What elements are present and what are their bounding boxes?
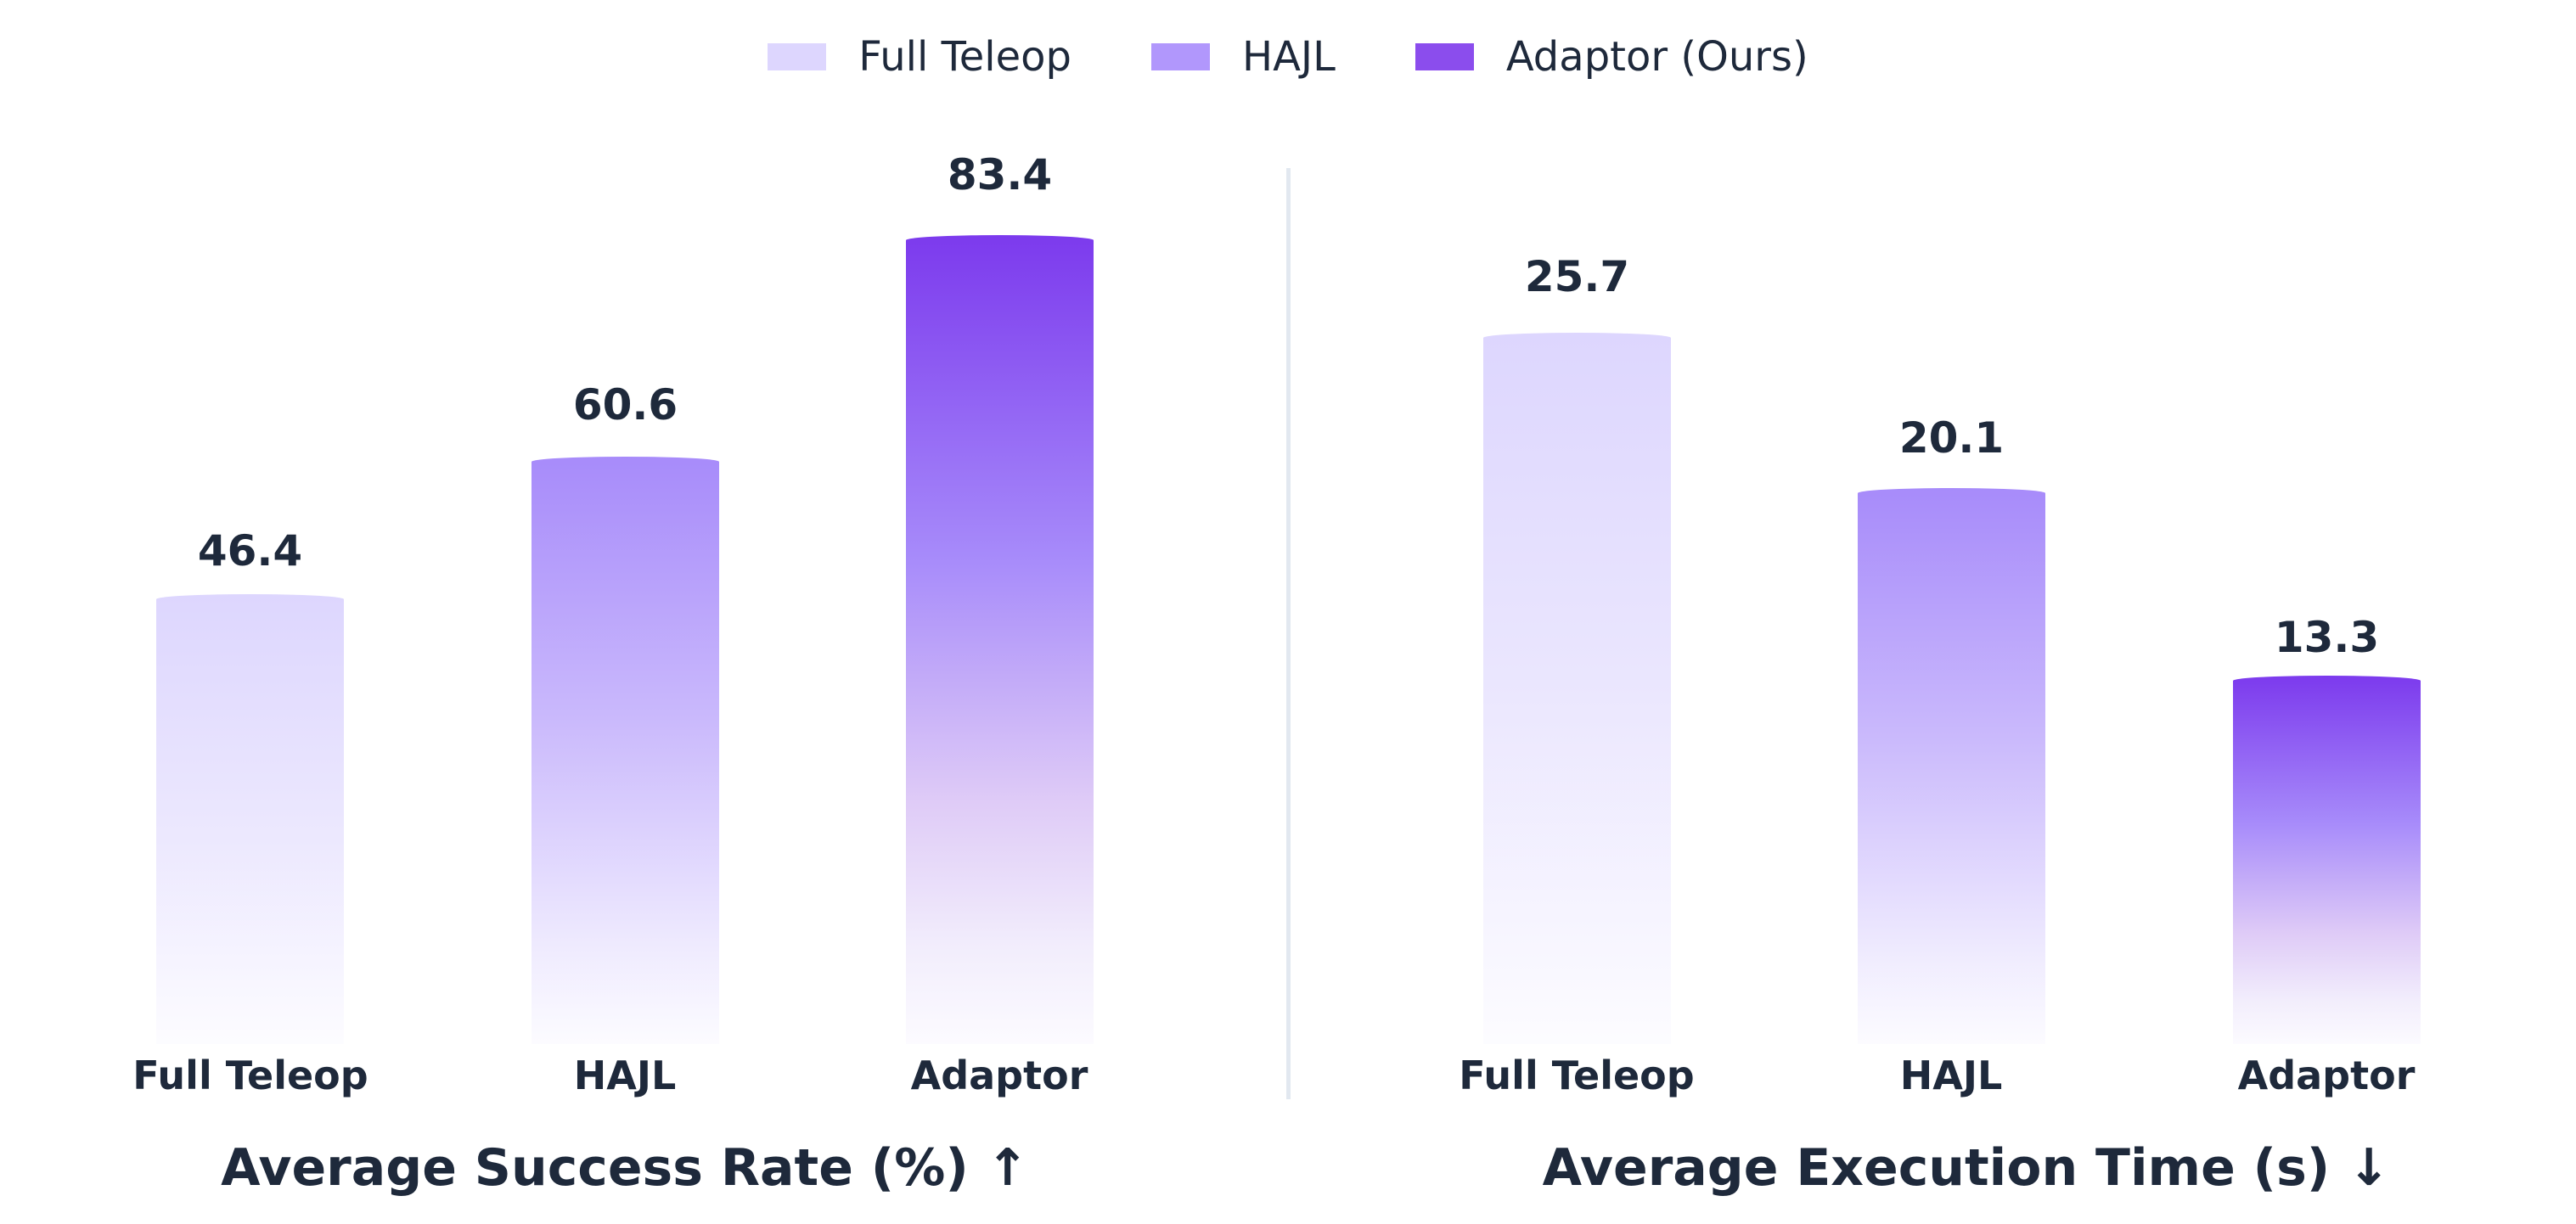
bar-group-adaptor: 13.3 — [2233, 0, 2421, 1044]
bar-value-label: 83.4 — [947, 150, 1053, 199]
category-label: Full Teleop — [1459, 1053, 1695, 1098]
legend-swatch-adaptor — [1415, 43, 1474, 70]
bar-value-label: 60.6 — [572, 380, 678, 430]
legend-item-hajl: HAJL — [1150, 33, 1336, 81]
bar-hajl — [1858, 488, 2045, 1044]
bar-group-adaptor: 83.4 — [906, 0, 1094, 1044]
bar-value-label: 20.1 — [1898, 413, 2005, 463]
category-label: Full Teleop — [132, 1053, 368, 1098]
panel-divider — [1286, 168, 1291, 1099]
category-label: Adaptor — [2237, 1053, 2416, 1098]
bar-full-teleop — [156, 594, 344, 1044]
bar-hajl — [532, 457, 719, 1044]
legend-label: Full Teleop — [858, 33, 1071, 81]
chart-legend: Full Teleop HAJL Adaptor (Ours) — [0, 31, 2576, 83]
category-label: HAJL — [1899, 1053, 2003, 1098]
bar-group-hajl: 60.6 — [532, 0, 719, 1044]
bar-value-label: 46.4 — [197, 526, 303, 576]
bar-full-teleop — [1483, 333, 1671, 1044]
panel-title: Average Execution Time (s) ↓ — [1542, 1138, 2391, 1198]
category-label: Adaptor — [910, 1053, 1088, 1098]
legend-label: HAJL — [1241, 33, 1336, 81]
panel-title: Average Success Rate (%) ↑ — [221, 1138, 1029, 1198]
bar-group-full-teleop: 25.7 — [1483, 0, 1671, 1044]
bar-group-hajl: 20.1 — [1858, 0, 2045, 1044]
legend-item-full-teleop: Full Teleop — [768, 36, 1071, 77]
legend-item-adaptor: Adaptor (Ours) — [1415, 36, 1808, 77]
success-rate-panel: 46.4 60.6 83.4 Full Teleop HAJL Adaptor … — [0, 0, 1286, 1224]
bar-value-label: 25.7 — [1524, 252, 1630, 301]
bar-value-label: 13.3 — [2274, 613, 2380, 662]
legend-swatch-full-teleop — [768, 43, 827, 70]
legend-label: Adaptor (Ours) — [1505, 33, 1808, 81]
bar-adaptor — [2233, 676, 2421, 1044]
bar-adaptor — [906, 235, 1094, 1044]
legend-swatch-hajl — [1150, 43, 1210, 70]
bar-group-full-teleop: 46.4 — [156, 0, 344, 1044]
category-label: HAJL — [573, 1053, 677, 1098]
